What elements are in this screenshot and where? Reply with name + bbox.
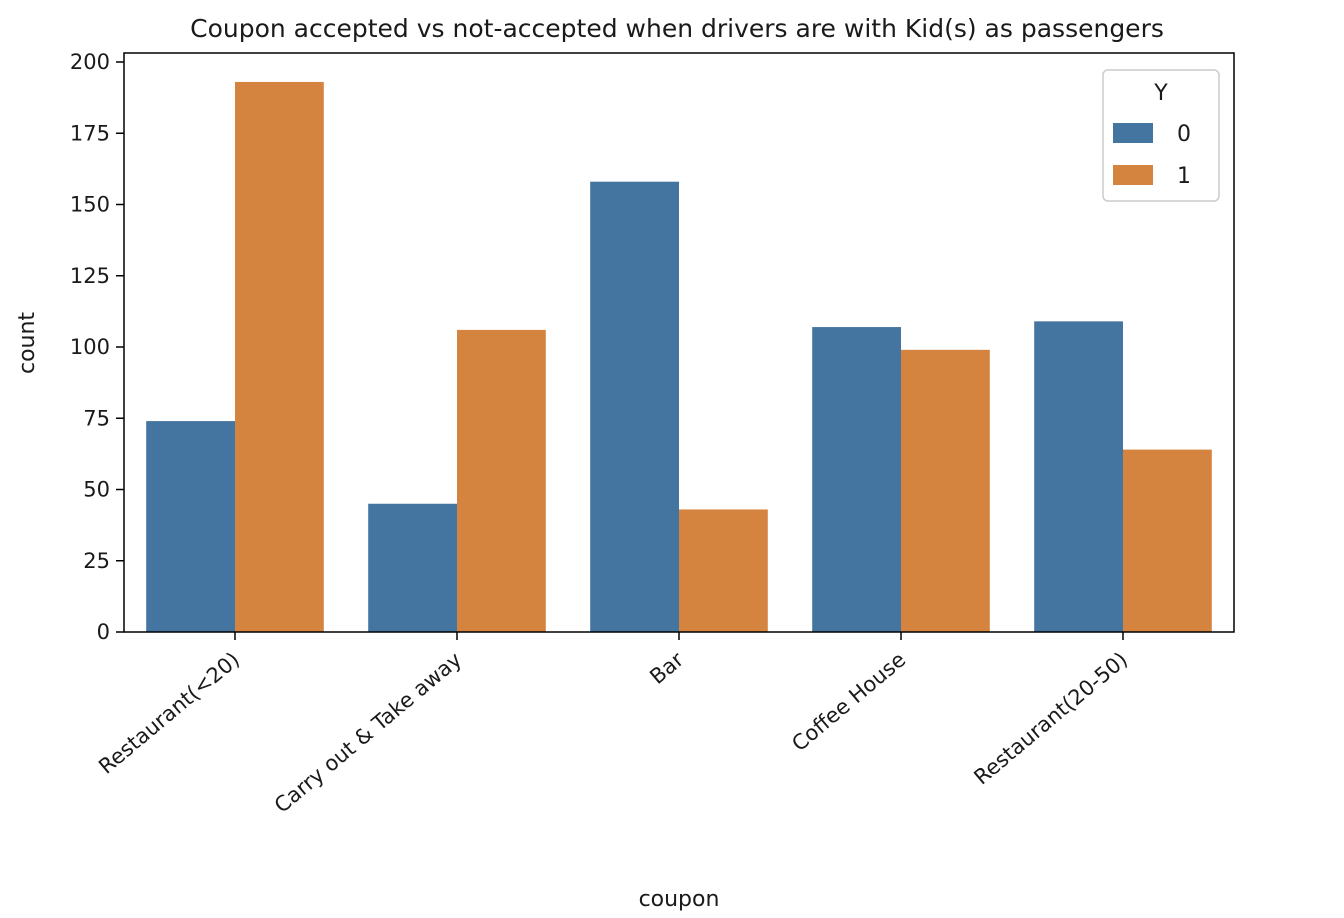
bar-series-0-0 — [146, 421, 235, 632]
y-tick-label: 75 — [83, 406, 110, 430]
bar-series-1-2 — [679, 509, 768, 632]
x-tick-label: Restaurant(20-50) — [969, 647, 1132, 789]
y-tick-label: 200 — [70, 50, 110, 74]
legend-swatch-0 — [1113, 123, 1153, 143]
x-axis-title: coupon — [639, 887, 720, 912]
x-tick-label: Carry out & Take away — [270, 647, 466, 817]
y-tick-label: 25 — [83, 549, 110, 573]
legend-title: Y — [1153, 81, 1168, 106]
y-tick-label: 100 — [70, 335, 110, 359]
bar-series-0-2 — [590, 181, 679, 632]
bar-series-0-1 — [368, 503, 457, 632]
legend-label-0: 0 — [1177, 122, 1191, 147]
y-axis-title: count — [15, 312, 40, 374]
x-tick-label: Coffee House — [787, 647, 910, 756]
x-tick-label: Restaurant(<20) — [94, 647, 244, 778]
y-tick-label: 175 — [70, 121, 110, 145]
chart-title: Coupon accepted vs not-accepted when dri… — [190, 14, 1164, 43]
x-tick-label: Bar — [645, 647, 688, 689]
legend-swatch-1 — [1113, 165, 1153, 185]
x-axis-ticks: Restaurant(<20) Carry out & Take away Bar C… — [94, 632, 1132, 818]
plot-frame — [123, 52, 1235, 633]
legend: Y 0 1 — [1102, 69, 1220, 202]
y-axis-ticks: 0 25 50 75 100 125 150 175 200 — [70, 50, 124, 644]
bar-series-0-3 — [812, 327, 901, 632]
bar-series-0-4 — [1034, 321, 1123, 632]
bar-series-1-0 — [235, 81, 324, 632]
bar-series-1-3 — [901, 349, 990, 632]
y-tick-label: 0 — [97, 620, 110, 644]
y-tick-label: 50 — [83, 478, 110, 502]
bar-series-1-4 — [1123, 449, 1212, 632]
y-tick-label: 125 — [70, 264, 110, 288]
legend-label-1: 1 — [1177, 164, 1191, 189]
bars — [146, 81, 1212, 632]
bar-series-1-1 — [457, 329, 546, 632]
y-tick-label: 150 — [70, 193, 110, 217]
